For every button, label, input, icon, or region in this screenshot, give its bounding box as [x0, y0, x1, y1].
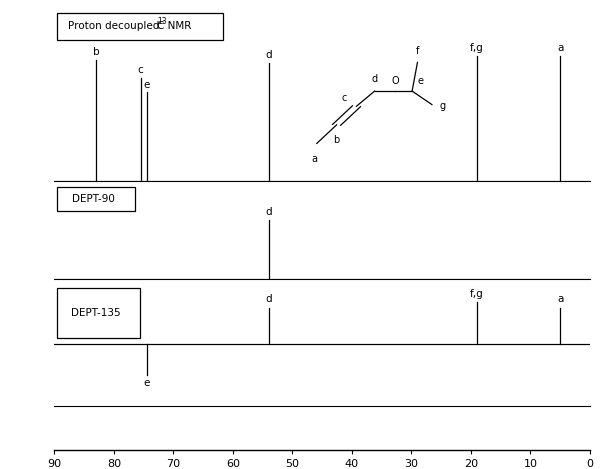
Text: d: d — [266, 294, 272, 304]
Text: c: c — [341, 93, 347, 103]
Text: a: a — [311, 153, 317, 164]
Text: e: e — [417, 76, 424, 86]
Text: DEPT-135: DEPT-135 — [71, 308, 121, 318]
Text: e: e — [143, 378, 150, 388]
Text: a: a — [557, 43, 563, 53]
FancyBboxPatch shape — [57, 288, 140, 339]
Text: f,g: f,g — [470, 43, 484, 53]
Text: f: f — [416, 45, 419, 56]
Text: O: O — [391, 76, 399, 86]
Text: c: c — [138, 65, 143, 75]
Text: C NMR: C NMR — [157, 21, 192, 31]
Text: 13: 13 — [157, 17, 167, 26]
Text: d: d — [266, 207, 272, 218]
Text: DEPT-90: DEPT-90 — [71, 194, 114, 204]
FancyBboxPatch shape — [57, 14, 223, 39]
Text: Proton decoupled: Proton decoupled — [68, 21, 163, 31]
Text: g: g — [440, 101, 446, 111]
Text: d: d — [266, 50, 272, 60]
Text: b: b — [333, 135, 340, 145]
Text: e: e — [143, 80, 150, 90]
Text: d: d — [371, 74, 378, 84]
FancyBboxPatch shape — [57, 187, 135, 211]
Text: b: b — [93, 47, 99, 57]
Text: f,g: f,g — [470, 288, 484, 299]
Text: a: a — [557, 294, 563, 304]
